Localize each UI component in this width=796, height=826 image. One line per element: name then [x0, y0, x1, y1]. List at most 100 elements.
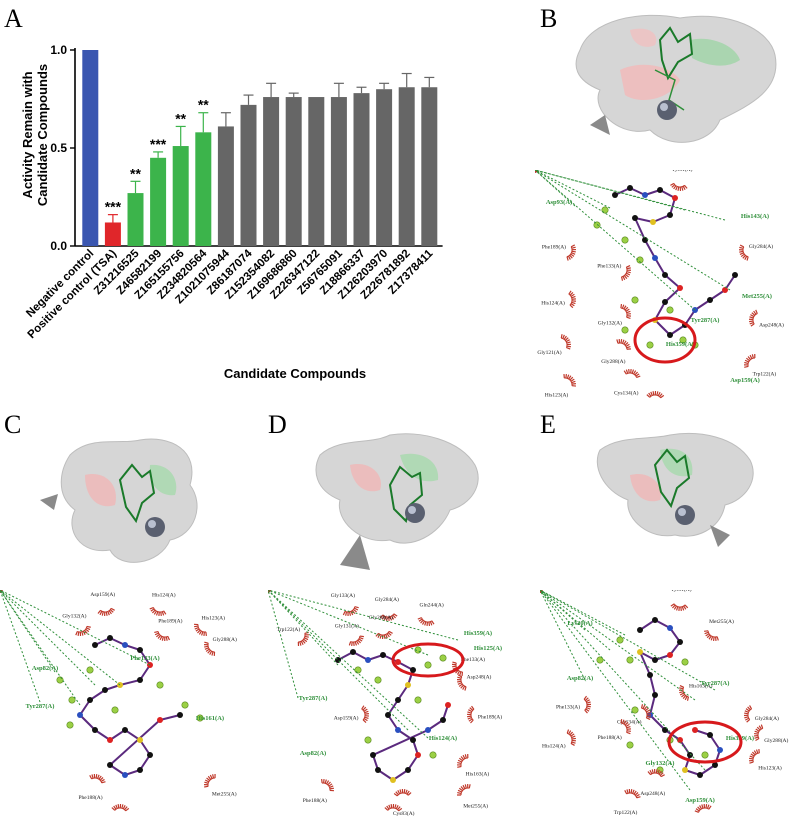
hydrophobic-arc-tick	[742, 254, 746, 259]
hydrophobic-arc-tick	[328, 783, 333, 787]
hydrophobic-arc-tick	[744, 255, 748, 260]
hydrophobic-arc	[420, 617, 433, 623]
residue-label: Gly131(A)	[335, 623, 359, 630]
hydrophobic-arc-tick	[634, 371, 639, 376]
hydrophobic-arc-tick	[701, 804, 704, 809]
hydrophobic-arc-tick	[621, 339, 625, 344]
residue-label: Tyr81(A)	[671, 590, 692, 593]
residue-label: His163(A)	[466, 770, 490, 777]
hydrophobic-arc-tick	[383, 616, 387, 621]
hydrophobic-contact: His124(A)	[149, 592, 176, 617]
hydrophobic-arc-tick	[624, 790, 628, 795]
hydrophobic-arc-tick	[670, 182, 675, 186]
hydrophobic-arc-tick	[750, 753, 755, 757]
hydrophobic-arc-tick	[464, 784, 467, 789]
hydrophobic-contact: Phe133(A)	[597, 263, 632, 281]
hydrophobic-arc-tick	[362, 706, 367, 711]
hydrophobic-arc-tick	[586, 705, 591, 708]
hydrogen-bond	[540, 590, 626, 636]
hydrophobic-arc-tick	[671, 184, 676, 188]
hydrophobic-arc	[207, 777, 216, 787]
residue-label: His123(A)	[545, 391, 569, 398]
protein-surface-c	[40, 438, 198, 563]
hydrophobic-arc-tick	[621, 719, 625, 724]
hbond-residue-label: Asp82(A)	[300, 750, 326, 757]
hydrophobic-arc-tick	[386, 633, 390, 638]
hydrophobic-arc-tick	[739, 246, 744, 249]
hydrophobic-arc-tick	[585, 699, 590, 703]
hydrophobic-arc-tick	[117, 804, 120, 809]
hydrophobic-arc	[617, 342, 628, 350]
hydrophobic-arc-tick	[458, 757, 463, 762]
ligand-atom	[672, 195, 678, 201]
hydrophobic-arc-tick	[585, 708, 590, 712]
ligand-atom	[370, 752, 376, 758]
ligand-structure	[637, 617, 723, 778]
hydrophobic-arc-tick	[157, 635, 162, 639]
hydrogen-bond	[0, 590, 56, 673]
ligand-atom	[445, 702, 451, 708]
hydrophobic-contact: Phe189(A)	[154, 617, 183, 642]
ligand-atom	[652, 692, 658, 698]
hydrophobic-arc-tick	[361, 705, 365, 710]
contact-atom	[631, 706, 639, 714]
hydrophobic-contact: Asp248(A)	[456, 673, 492, 691]
hbond-residue-label: His161(A)	[196, 715, 224, 722]
ligand-atom	[405, 767, 411, 773]
hbond-residue-label: His124(A)	[429, 735, 457, 742]
hydrophobic-arc-tick	[204, 641, 209, 644]
hydrophobic-arc-tick	[626, 345, 631, 349]
bar	[376, 89, 393, 246]
hydrophobic-arc-tick	[77, 631, 80, 636]
hydrophobic-arc	[620, 722, 628, 733]
hydrophobic-arc-tick	[107, 611, 110, 616]
hydrophobic-arc-tick	[99, 777, 104, 781]
hydrophobic-arc-tick	[568, 730, 572, 735]
ligand-bond	[664, 287, 681, 303]
protein-surface-d	[315, 433, 479, 570]
hydrophobic-arc-tick	[646, 711, 651, 714]
residue-label: Cys83(A)	[393, 810, 415, 817]
hydrophobic-arc-tick	[326, 780, 330, 785]
hydrophobic-arc	[114, 807, 127, 812]
hydrophobic-arc-tick	[626, 267, 631, 270]
hydrophobic-arc-tick	[399, 789, 402, 794]
hydrophobic-arc-tick	[584, 697, 589, 701]
hydrophobic-arc-tick	[562, 334, 565, 339]
hydrophobic-arc-tick	[390, 804, 393, 809]
residue-label: Asp159(A)	[334, 714, 359, 721]
hydrophobic-arc-tick	[616, 339, 619, 344]
hydrophobic-contact: Asp248(A)	[640, 768, 665, 797]
hydrophobic-arc-tick	[91, 774, 94, 779]
hydrophobic-arc-tick	[121, 804, 124, 809]
hydrophobic-arc-tick	[747, 356, 752, 360]
ligand-atom	[77, 712, 83, 718]
panel-label-c: C	[4, 410, 22, 439]
hydrophobic-arc	[460, 757, 469, 767]
hydrophobic-contact: Gly132(A)	[598, 304, 632, 326]
hydrophobic-arc-tick	[658, 770, 662, 775]
hydrophobic-arc-tick	[109, 609, 114, 613]
ligand-atom	[662, 272, 668, 278]
ligand-atom	[732, 272, 738, 278]
contact-atom	[424, 661, 432, 669]
hydrophobic-arc-tick	[462, 685, 466, 690]
hydrophobic-arc	[649, 394, 662, 399]
bar	[421, 87, 438, 247]
hydrophobic-contact: Gly288(A)	[753, 724, 788, 744]
hydrophobic-arc-tick	[749, 354, 753, 360]
ligand-atom	[657, 187, 663, 193]
hydrophobic-arc-tick	[746, 256, 749, 261]
hydrophobic-arc-tick	[745, 357, 750, 362]
ligand-atom	[632, 215, 638, 221]
hydrophobic-arc-tick	[394, 804, 397, 809]
hbond-residue-label: His359(A)	[464, 630, 492, 637]
ligand-bond	[392, 769, 409, 781]
bar	[217, 126, 234, 246]
hydrophobic-arc-tick	[655, 769, 658, 774]
hydrophobic-arc-tick	[467, 715, 472, 718]
ligand-atom	[122, 642, 128, 648]
hydrophobic-arc-tick	[624, 721, 629, 726]
bar	[263, 97, 280, 246]
hydrogen-bond	[540, 590, 586, 681]
